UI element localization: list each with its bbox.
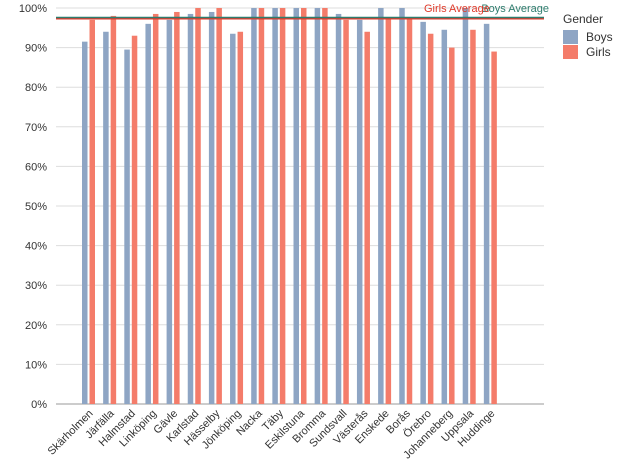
bar-boys (251, 8, 257, 404)
bar-girls (301, 8, 307, 404)
y-tick-label: 70% (25, 122, 47, 134)
y-tick-label: 20% (25, 320, 47, 332)
bars (82, 8, 497, 405)
bar-girls (131, 35, 138, 404)
bar-girls (449, 47, 455, 404)
bar-girls (406, 17, 413, 405)
bar-girls (427, 33, 434, 405)
bar-girls (470, 29, 476, 405)
y-tick-label: 90% (25, 43, 47, 55)
y-tick-label: 60% (25, 161, 47, 173)
bar-boys (314, 8, 321, 404)
bar-girls (216, 8, 222, 404)
bar-girls (89, 19, 95, 404)
bar-boys (462, 8, 469, 404)
y-axis-tick-labels: 0% 10% 20% 30% 40% 50% 60% 70% 80% 90% 100% (19, 3, 47, 411)
y-tick-label: 100% (19, 3, 47, 15)
bar-girls (491, 51, 497, 405)
bar-boys (399, 8, 405, 404)
bar-boys (145, 23, 151, 405)
bar-boys (166, 19, 173, 404)
bar-girls (364, 31, 370, 404)
y-tick-label: 40% (25, 241, 47, 253)
bar-boys (483, 23, 490, 405)
bar-girls (195, 8, 201, 404)
bar-boys (272, 8, 278, 404)
bar-girls (152, 13, 159, 404)
bar-boys (124, 49, 130, 405)
y-tick-label: 50% (25, 201, 47, 213)
bar-girls (279, 8, 286, 404)
legend-title: Gender (563, 12, 603, 26)
reference-line-label: Boys Average (481, 3, 549, 15)
y-tick-label: 30% (25, 280, 47, 292)
bar-boys (335, 13, 342, 404)
legend-label-girls: Girls (586, 45, 611, 59)
legend-label-boys: Boys (586, 30, 613, 44)
bar-boys (103, 31, 109, 404)
bar-girls (110, 15, 117, 404)
legend-swatch-girls (563, 45, 578, 59)
legend-swatch-boys (563, 30, 578, 44)
y-tick-label: 80% (25, 82, 47, 94)
x-axis-tick-labels: SkärholmenJärfällaHalmstadLinköpingGävle… (46, 407, 498, 462)
bar-girls (322, 8, 328, 404)
y-tick-label: 0% (31, 399, 47, 411)
bar-boys (378, 8, 384, 404)
bar-boys (230, 33, 236, 405)
bar-girls (258, 8, 265, 404)
bar-boys (441, 29, 448, 405)
bar-boys (82, 41, 88, 404)
bar-boys (187, 13, 194, 404)
reference-line-label: Girls Average (424, 3, 490, 15)
legend: Gender Boys Girls (563, 12, 613, 59)
bar-boys (293, 8, 299, 404)
bar-boys (208, 11, 215, 405)
bar-girls (174, 11, 180, 405)
bar-girls (385, 17, 392, 405)
bar-boys (420, 21, 426, 405)
bar-girls (343, 19, 349, 404)
y-tick-label: 10% (25, 359, 47, 371)
grid-lines (56, 7, 544, 405)
bar-boys (356, 19, 363, 404)
bar-girls (237, 31, 244, 404)
